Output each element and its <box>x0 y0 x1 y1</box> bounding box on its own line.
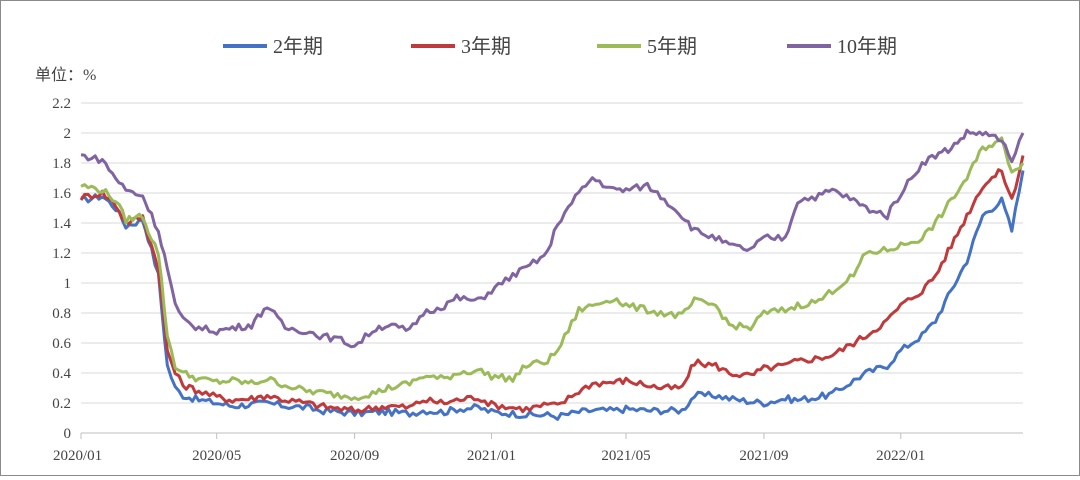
y-tick-label: 0.6 <box>52 336 71 352</box>
y-tick-label: 0.4 <box>52 366 71 382</box>
y-tick-label: 0.2 <box>52 396 71 412</box>
y-tick-label: 2 <box>64 126 72 142</box>
y-tick-label: 1.6 <box>52 186 71 202</box>
legend-label: 3年期 <box>461 35 511 58</box>
y-axis-unit-label: 单位：% <box>35 66 96 84</box>
legend: 2年期 3年期 5年期 10年期 <box>223 35 897 58</box>
y-tick-label: 1.8 <box>52 156 71 172</box>
y-tick-label: 0.8 <box>52 306 71 322</box>
x-tick-label: 2021/01 <box>467 448 516 464</box>
y-tick-label: 2.2 <box>52 96 71 112</box>
y-tick-label: 1.4 <box>52 216 71 232</box>
gridlines <box>81 102 1023 404</box>
x-tick-label: 2020/01 <box>53 448 102 464</box>
series-line-4 <box>80 128 1025 349</box>
x-tick-label: 2020/09 <box>330 448 379 464</box>
x-tick-label: 2021/09 <box>739 448 788 464</box>
series-line-3 <box>80 136 1025 402</box>
y-tick-label: 0 <box>64 426 72 442</box>
y-tick-label: 1.2 <box>52 246 71 262</box>
x-tick-label: 2022/01 <box>876 448 925 464</box>
axes: 0 0.2 0.4 0.6 0.8 1 1.2 1.4 1.6 1.8 2 2.2 2020/01 202… <box>52 96 1023 464</box>
legend-label: 10年期 <box>837 35 897 58</box>
y-tick-label: 1 <box>64 276 72 292</box>
legend-label: 2年期 <box>273 35 323 58</box>
legend-label: 5年期 <box>647 35 697 58</box>
series-line-1 <box>80 170 1025 421</box>
series-lines <box>79 128 1025 421</box>
x-tick-label: 2021/05 <box>601 448 650 464</box>
x-tick-label: 2020/05 <box>192 448 241 464</box>
series-line-2 <box>79 155 1025 414</box>
